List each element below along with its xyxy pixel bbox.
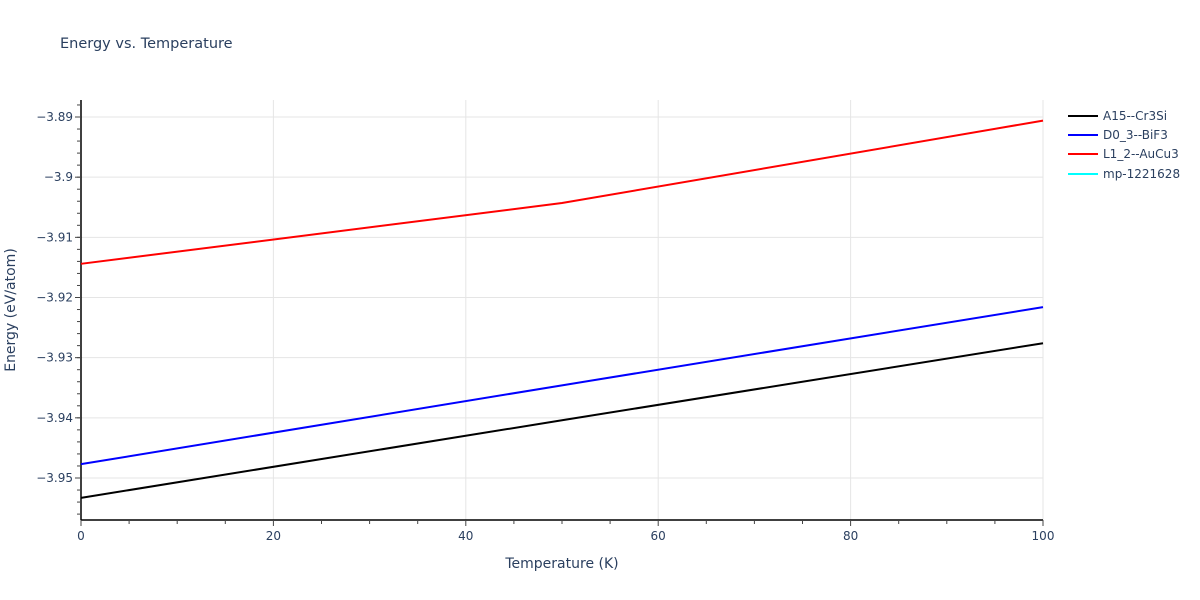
y-tick-label: −3.92 — [36, 291, 73, 305]
series-line-a15-cr3si[interactable] — [80, 342, 1044, 499]
legend-swatch-icon — [1068, 153, 1098, 156]
y-axis-title: Energy (eV/atom) — [3, 248, 19, 372]
legend-label: mp-1221628 — [1103, 166, 1181, 181]
y-tick-label: −3.91 — [36, 230, 73, 244]
x-tick-label: 100 — [1032, 529, 1055, 543]
x-tick-label: 0 — [77, 529, 85, 543]
legend-label: L1_2--AuCu3 — [1103, 147, 1179, 162]
series-line-l1-2-aucu3[interactable] — [80, 119, 1044, 265]
y-tick-label: −3.95 — [36, 471, 73, 485]
y-tick-label: −3.94 — [36, 411, 73, 425]
x-tick-label: 40 — [458, 529, 473, 543]
y-tick-label: −3.89 — [36, 110, 73, 124]
legend-swatch-icon — [1068, 172, 1098, 175]
legend: A15--Cr3Si D0_3--BiF3 L1_2--AuCu3 mp-122162… — [1068, 106, 1180, 183]
legend-label: A15--Cr3Si — [1103, 108, 1168, 123]
legend-swatch-icon — [1068, 133, 1098, 136]
y-tick-label: −3.93 — [36, 351, 73, 365]
y-tick-label: −3.9 — [44, 170, 73, 184]
chart-title: Energy vs. Temperature — [60, 36, 233, 52]
legend-item[interactable]: A15--Cr3Si — [1068, 106, 1180, 125]
series-line-d0-3-bif3[interactable] — [80, 306, 1044, 466]
legend-swatch-icon — [1068, 114, 1098, 117]
legend-item[interactable]: mp-1221628 — [1068, 164, 1180, 183]
legend-item[interactable]: D0_3--BiF3 — [1068, 125, 1180, 144]
legend-label: D0_3--BiF3 — [1103, 127, 1168, 142]
x-tick-label: 60 — [651, 529, 666, 543]
x-tick-label: 20 — [266, 529, 281, 543]
legend-item[interactable]: L1_2--AuCu3 — [1068, 145, 1180, 164]
x-tick-label: 80 — [843, 529, 858, 543]
x-axis-title: Temperature (K) — [504, 556, 618, 572]
